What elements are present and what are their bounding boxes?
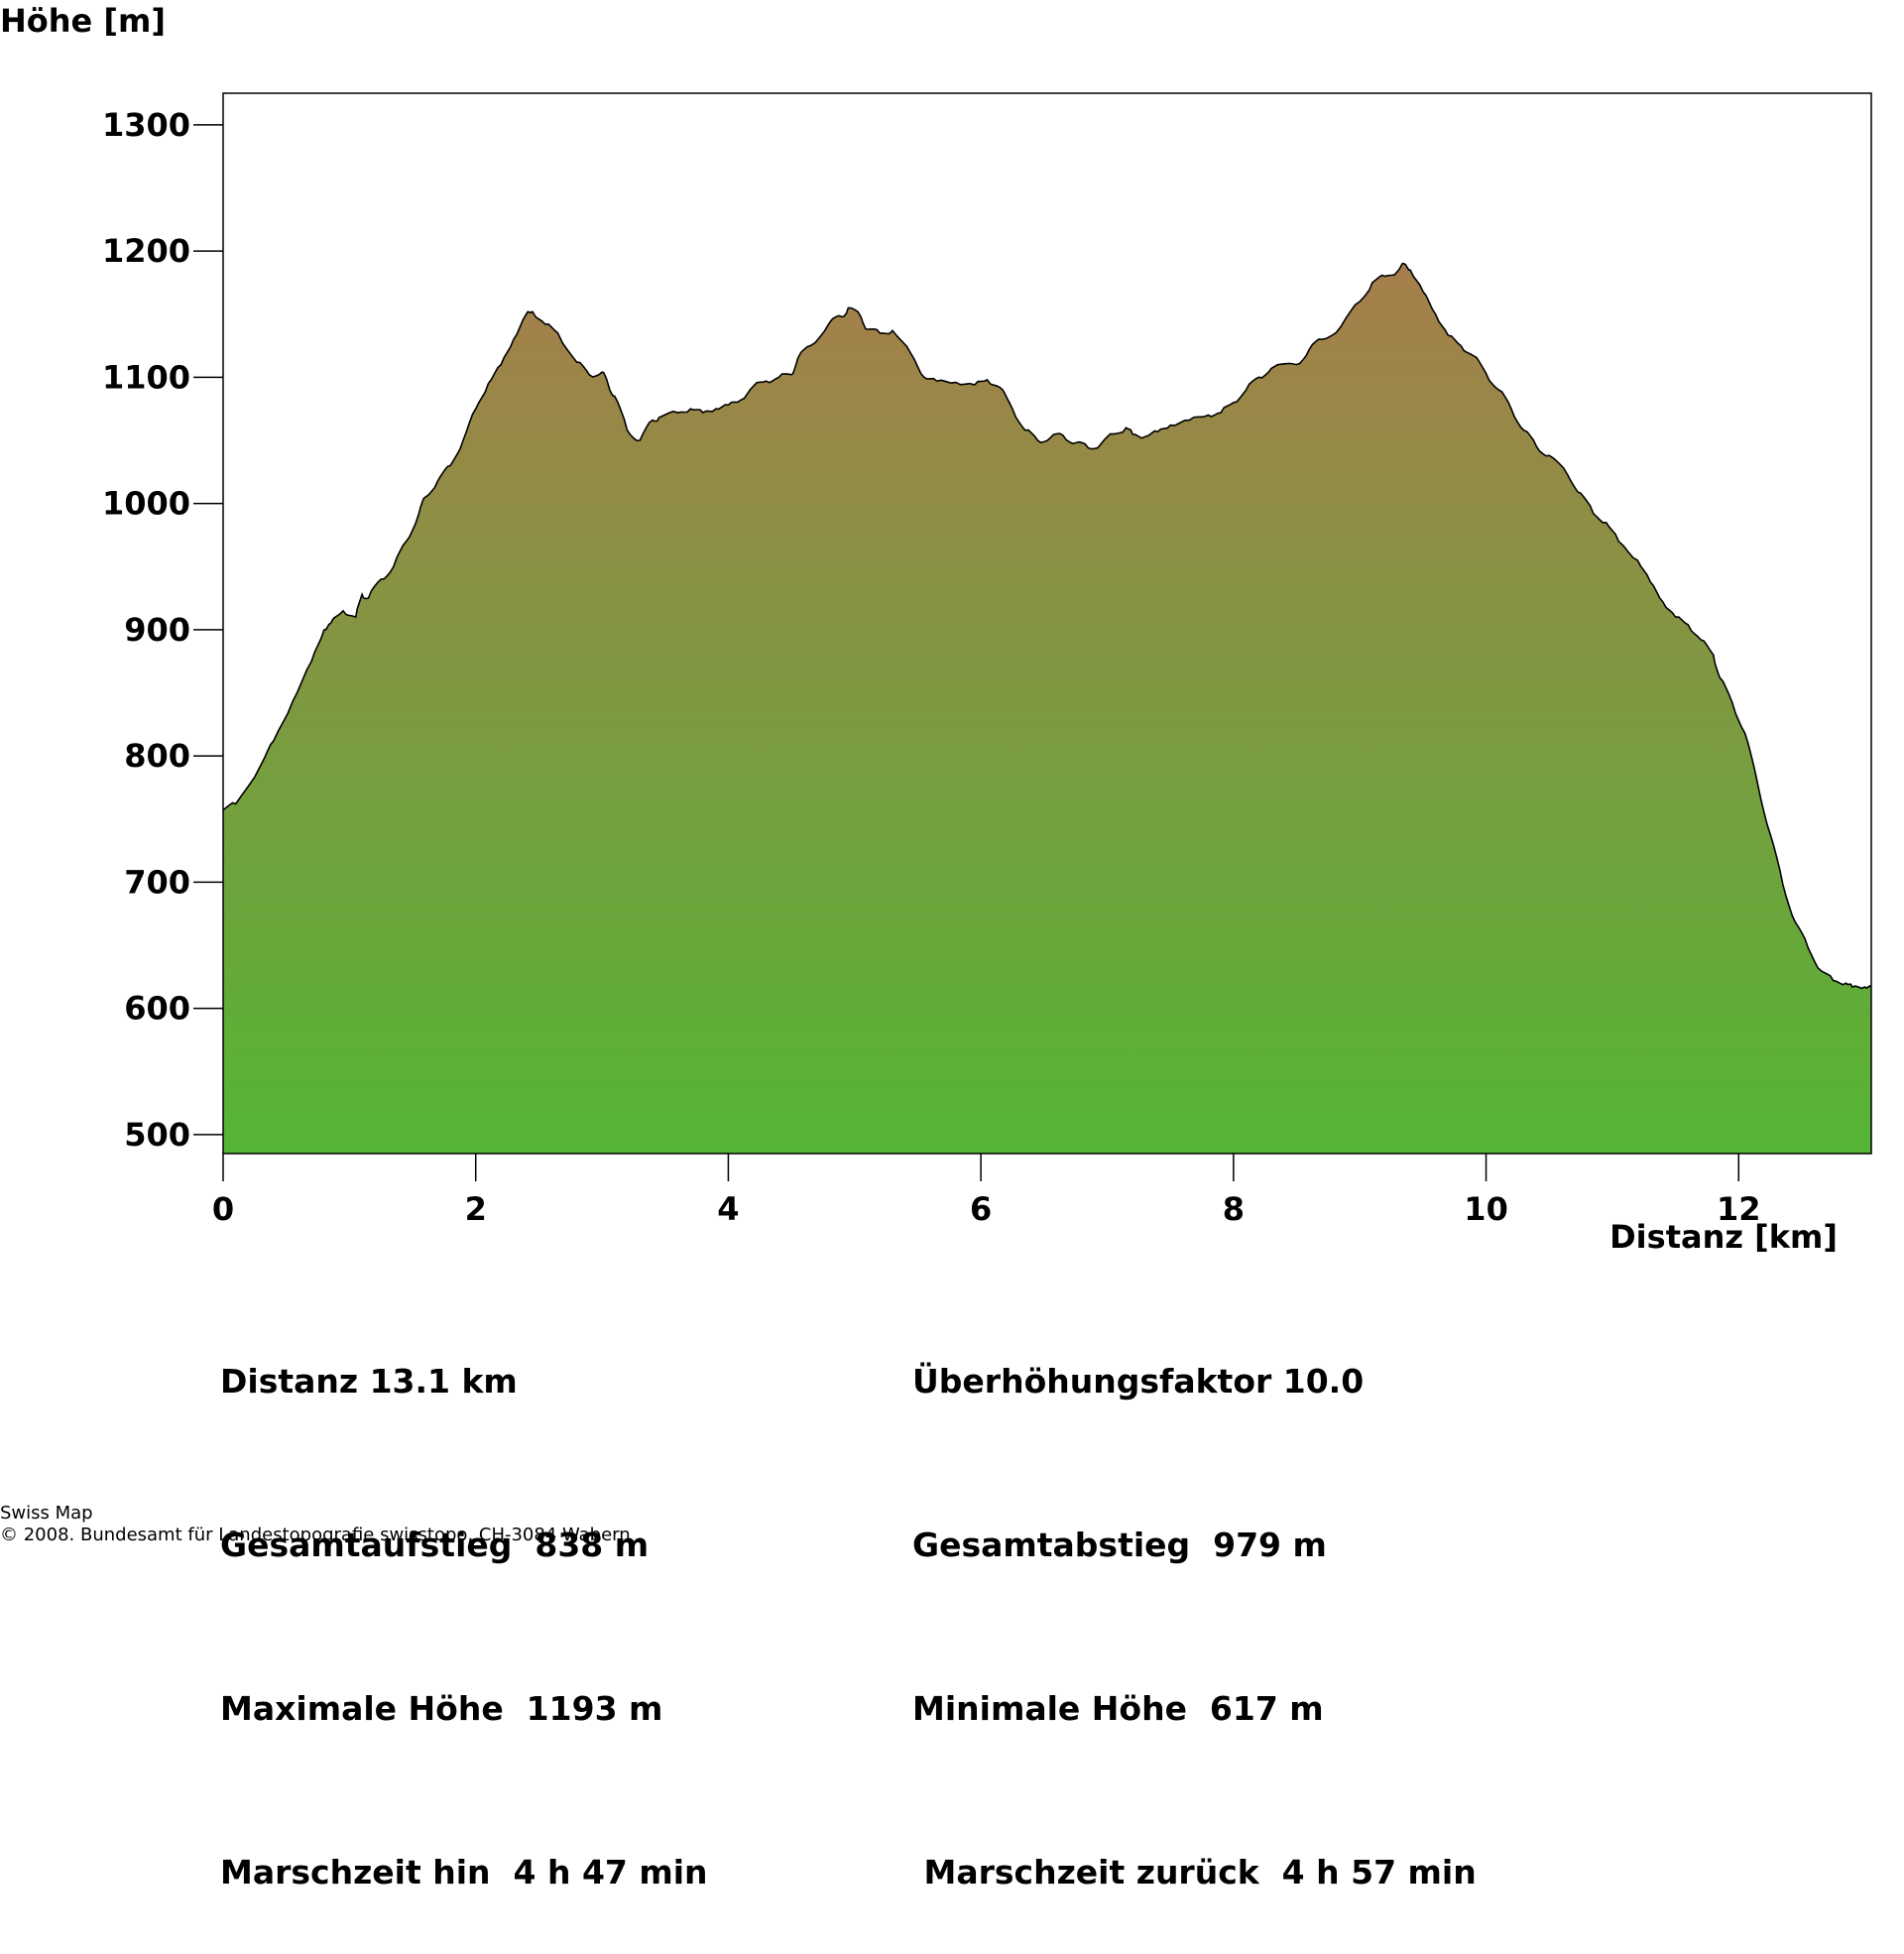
elevation-line [222, 262, 1872, 990]
copyright-footer: Swiss Map © 2008. Bundesamt für Landesto… [0, 1503, 631, 1546]
stat-total-descent: Gesamtabstieg 979 m [912, 1526, 1327, 1564]
stat-exaggeration-factor: Überhöhungsfaktor 10.0 [912, 1362, 1365, 1401]
elevation-profile-chart: Höhe [m] Distanz [km] 500600700800900100… [0, 2, 1872, 1256]
x-tick-label: 10 [1464, 1190, 1508, 1228]
stat-max-elevation: Maximale Höhe 1193 m [220, 1689, 663, 1728]
y-tick-label: 900 [124, 611, 190, 649]
footer-source: Swiss Map [0, 1503, 93, 1524]
footer-copyright: © 2008. Bundesamt für Landestopografie s… [0, 1525, 631, 1545]
x-tick-label: 8 [1223, 1190, 1245, 1228]
stat-walk-time-back: Marschzeit zurück 4 h 57 min [912, 1853, 1477, 1892]
y-tick-label: 600 [124, 990, 190, 1028]
x-tick-label: 6 [970, 1190, 992, 1228]
stat-total-ascent: Gesamtaufstieg 838 m [220, 1526, 650, 1564]
y-tick-label: 500 [124, 1116, 190, 1154]
y-tick-label: 1200 [102, 232, 190, 270]
plot-frame [222, 92, 1872, 1155]
y-tick-label: 1300 [102, 106, 190, 144]
y-tick-label: 700 [124, 863, 190, 901]
x-axis-title: Distanz [km] [1609, 1218, 1838, 1256]
x-tick-label: 12 [1717, 1190, 1761, 1228]
y-tick-label: 1100 [102, 358, 190, 396]
y-tick-label: 800 [124, 737, 190, 775]
y-axis: 500 600 700 800 900 1000 1100 1200 1300 [102, 106, 223, 1154]
x-tick-label: 0 [212, 1190, 234, 1228]
stat-distance: Distanz 13.1 km [220, 1362, 518, 1401]
route-stats-right: Überhöhungsfaktor 10.0 Gesamtabstieg 979… [912, 1245, 1477, 1954]
y-tick-label: 1000 [102, 485, 190, 523]
x-tick-label: 4 [717, 1190, 739, 1228]
stat-min-elevation: Minimale Höhe 617 m [912, 1689, 1324, 1728]
y-axis-title: Höhe [m] [0, 2, 166, 40]
route-stats-left: Distanz 13.1 km Gesamtaufstieg 838 m Max… [220, 1245, 708, 1954]
x-axis: 0 2 4 6 8 10 12 [212, 1154, 1761, 1228]
stat-walk-time-out: Marschzeit hin 4 h 47 min [220, 1853, 708, 1892]
elevation-area [223, 263, 1871, 1154]
x-tick-label: 2 [465, 1190, 487, 1228]
